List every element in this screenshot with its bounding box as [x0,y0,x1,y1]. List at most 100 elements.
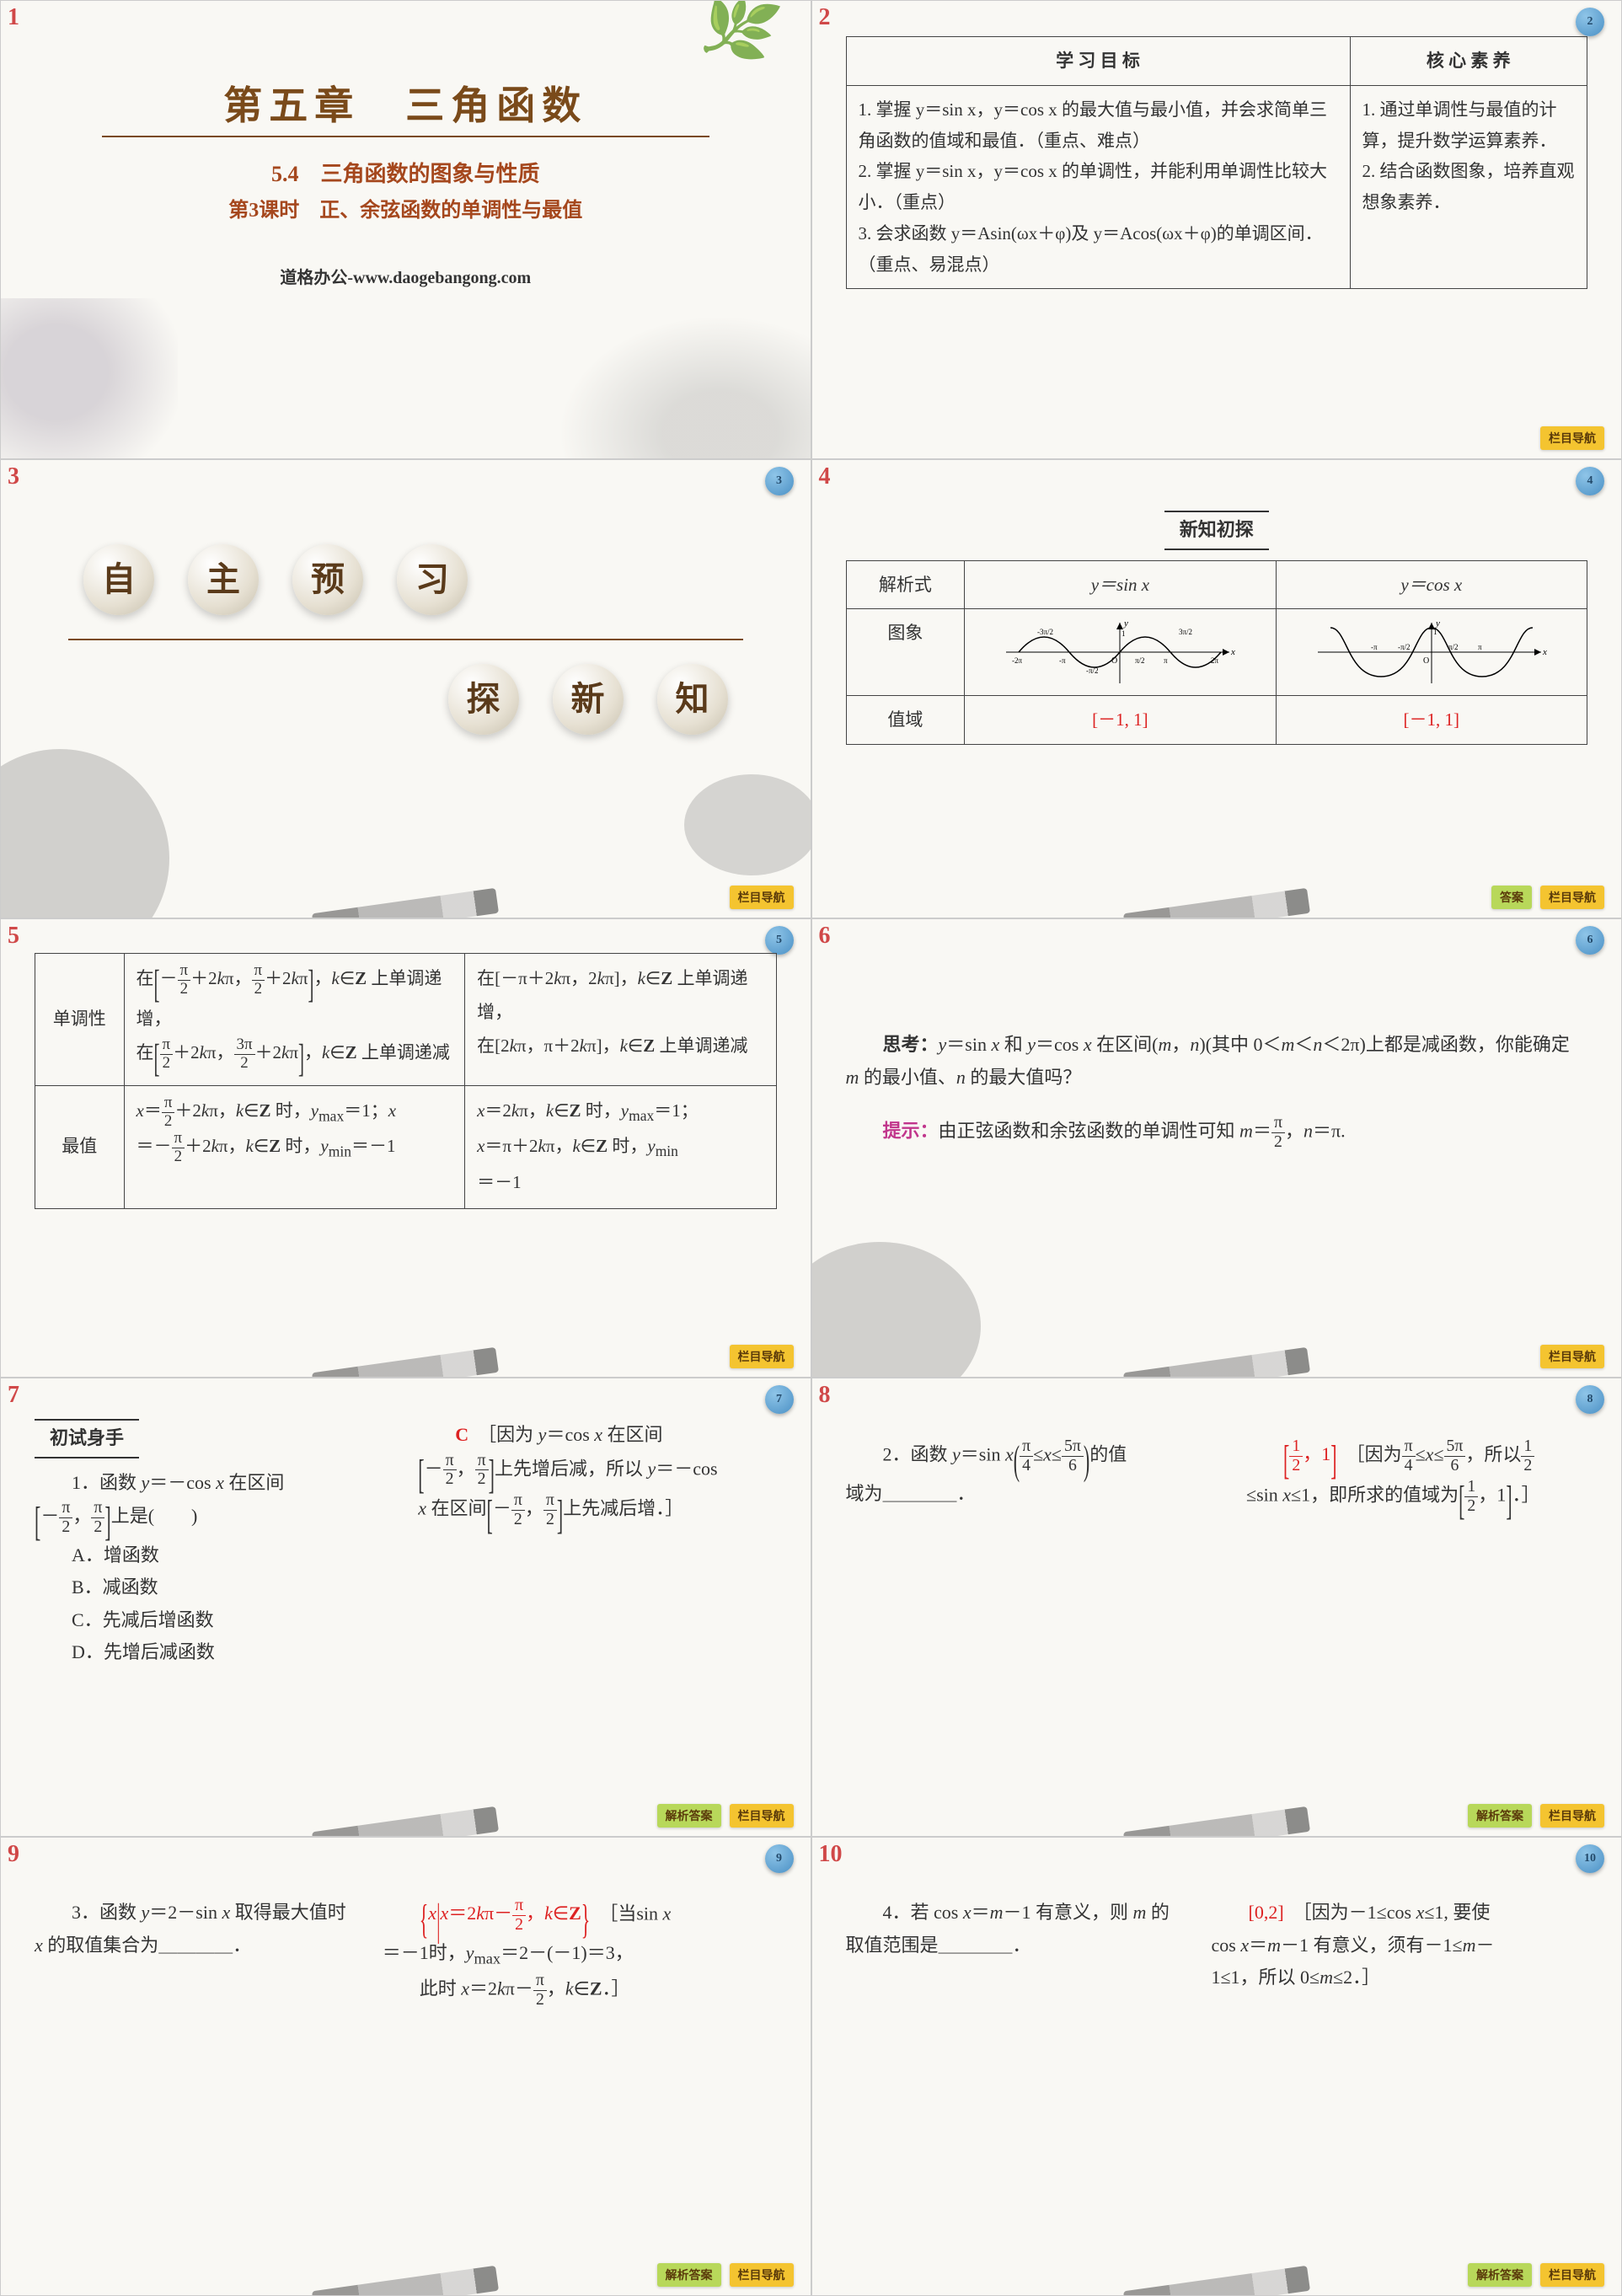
footer-nav-tag[interactable]: 栏目导航 [1540,426,1604,450]
footer-nav-tag[interactable]: 栏目导航 [730,1345,794,1368]
pencil-decoration [1123,1347,1310,1378]
goal-1: 1. 掌握 y＝sin x，y＝cos x 的最大值与最小值，并会求简单三角函数… [859,94,1338,157]
slide-number: 1 [8,4,19,31]
site-credit: 道格办公-www.daogebangong.com [1,264,811,288]
goal-2: 2. 掌握 y＝sin x，y＝cos x 的单调性，并能利用单调性比较大小．（… [859,156,1338,218]
footer-nav-tag[interactable]: 栏目导航 [730,886,794,909]
row-label-mono: 单调性 [35,954,125,1086]
svg-text:y: y [1123,618,1128,629]
slide-1: 1 🌿 第五章 三角函数 5.4 三角函数的图象与性质 第3课时 正、余弦函数的… [0,0,811,459]
slide-2: 2 2 学 习 目 标 核 心 素 养 1. 掌握 y＝sin x，y＝cos … [811,0,1622,459]
svg-text:2π: 2π [1211,656,1219,665]
page-badge: 10 [1576,1844,1604,1873]
pencil-decoration [1123,888,1310,918]
slide-number: 9 [8,1841,19,1868]
slide-4: 4 4 新知初探 解析式 y＝sin x y＝cos x 图象 [811,459,1622,918]
goals-cell: 1. 掌握 y＝sin x，y＝cos x 的最大值与最小值，并会求简单三角函数… [846,85,1350,289]
slide-number: 8 [819,1382,831,1409]
slide-5: 5 5 单调性 在[－π2＋2kπ，π2＋2kπ]，k∈Z 上单调递增， 在[π… [0,918,811,1378]
section-label: 新知初探 [1164,511,1269,550]
footer-analysis-tag[interactable]: 解析答案 [1468,1804,1532,1828]
q2-text: 2．函数 y＝sin x(π4≤x≤5π6)的值 [846,1437,1222,1478]
svg-text:O: O [1111,656,1117,666]
footer-nav-tag[interactable]: 栏目导航 [1540,886,1604,909]
svg-text:-2π: -2π [1012,656,1022,665]
sine-graph: x y O -2π -3π/2 -π -π/2 π/2 π 3π/2 2π 1 [1002,618,1238,687]
question-col: 2．函数 y＝sin x(π4≤x≤5π6)的值 域为＿＿＿＿． [846,1437,1222,1790]
svg-text:-π/2: -π/2 [1086,666,1099,675]
opt-c: C．先减后增函数 [72,1604,393,1637]
svg-text:-π: -π [1059,656,1066,665]
page-badge: 2 [1576,8,1604,36]
char-bubble: 习 [397,544,468,615]
page-badge: 6 [1576,926,1604,955]
cos-mono-cell: 在[－π＋2kπ，2kπ]，k∈Z 上单调递增， 在[2kπ，π＋2kπ]，k∈… [465,954,776,1086]
heading-block: 自 主 预 习 探 新 知 [68,544,743,735]
q1-text: 1．函数 y＝－cos x 在区间 [35,1467,393,1500]
slide-number: 2 [819,4,831,31]
answer-col: C ［因为 y＝cos x 在区间 [－π2，π2]上先增后减，所以 y＝－co… [418,1419,776,1790]
answer-col: [12，1] ［因为π4≤x≤5π6，所以12 ≤sin x≤1，即所求的值域为… [1246,1437,1587,1790]
footer-answer-tag[interactable]: 答案 [1491,886,1532,909]
row-label-range: 值域 [846,696,965,745]
sin-mono-cell: 在[－π2＋2kπ，π2＋2kπ]，k∈Z 上单调递增， 在[π2＋2kπ，3π… [124,954,465,1086]
sin-ext-cell: x＝π2＋2kπ，k∈Z 时，ymax＝1；x ＝－π2＋2kπ，k∈Z 时，y… [124,1085,465,1208]
footer-nav-tag[interactable]: 栏目导航 [1540,1804,1604,1828]
footer: 栏目导航 [1535,426,1604,450]
svg-text:-3π/2: -3π/2 [1037,628,1053,636]
row-label-ext: 最值 [35,1085,125,1208]
pencil-decoration [312,1806,499,1837]
slide-number: 5 [8,923,19,950]
slide-8: 8 8 2．函数 y＝sin x(π4≤x≤5π6)的值 域为＿＿＿＿． [12… [811,1378,1622,1837]
page-badge: 8 [1576,1385,1604,1414]
footer-nav-tag[interactable]: 栏目导航 [1540,1345,1604,1368]
sin-range: [－1, 1] [965,696,1276,745]
slide-number: 7 [8,1382,19,1409]
ink-lotus-decoration [0,298,178,459]
slide-number: 3 [8,463,19,490]
monotone-table: 单调性 在[－π2＋2kπ，π2＋2kπ]，k∈Z 上单调递增， 在[π2＋2k… [35,953,777,1209]
footer-nav-tag[interactable]: 栏目导航 [730,2263,794,2287]
svg-text:-π/2: -π/2 [1398,643,1411,651]
svg-text:π: π [1164,656,1168,665]
slide-number: 6 [819,923,831,950]
q4-text: 4．若 cos x＝m－1 有意义，则 m 的取值范围是＿＿＿＿． [846,1897,1186,1962]
question-col: 初试身手 1．函数 y＝－cos x 在区间 [－π2，π2]上是( ) A．增… [35,1419,393,1790]
section-title: 5.4 三角函数的图象与性质 [1,157,811,188]
hint-paragraph: 提示：由正弦函数和余弦函数的单调性可知 m＝π2，n＝π. [846,1114,1588,1152]
ink-decoration [684,774,811,875]
footer-analysis-tag[interactable]: 解析答案 [657,2263,721,2287]
char-bubble: 预 [292,544,363,615]
row-label-expr: 解析式 [846,560,965,609]
svg-text:π/2: π/2 [1135,656,1145,665]
footer-nav-tag[interactable]: 栏目导航 [1540,2263,1604,2287]
q1-interval: [－π2，π2]上是( ) [35,1499,393,1539]
page-badge: 5 [765,926,794,955]
footer-analysis-tag[interactable]: 解析答案 [657,1804,721,1828]
pencil-decoration [312,1347,499,1378]
col-header-goals: 学 习 目 标 [846,37,1350,86]
footer-nav-tag[interactable]: 栏目导航 [730,1804,794,1828]
properties-table: 解析式 y＝sin x y＝cos x 图象 x y O [846,560,1588,746]
svg-text:π: π [1478,643,1482,651]
goal-3: 3. 会求函数 y＝Asin(ωx＋φ)及 y＝Acos(ωx＋φ)的单调区间．… [859,218,1338,281]
slide-10: 10 10 4．若 cos x＝m－1 有意义，则 m 的取值范围是＿＿＿＿． … [811,1837,1622,2296]
ink-decoration [0,749,169,918]
page-badge: 7 [765,1385,794,1414]
ink-mountain-decoration [558,315,811,459]
opt-a: A．增函数 [72,1539,393,1572]
row-label-graph: 图象 [846,609,965,696]
col-header-core: 核 心 素 养 [1350,37,1587,86]
svg-text:x: x [1542,647,1547,657]
q3-text: 3．函数 y＝2－sin x 取得最大值时 x 的取值集合为＿＿＿＿． [35,1897,357,1962]
char-bubble: 知 [657,664,728,735]
page-badge: 3 [765,467,794,495]
objectives-table: 学 习 目 标 核 心 素 养 1. 掌握 y＝sin x，y＝cos x 的最… [846,36,1588,289]
char-bubble: 自 [83,544,154,615]
pencil-decoration [312,888,499,918]
slide-6: 6 6 思考：y＝sin x 和 y＝cos x 在区间(m，n)(其中 0＜m… [811,918,1622,1378]
chapter-title: 第五章 三角函数 [1,75,811,131]
sin-graph-cell: x y O -2π -3π/2 -π -π/2 π/2 π 3π/2 2π 1 [965,609,1276,696]
footer-analysis-tag[interactable]: 解析答案 [1468,2263,1532,2287]
svg-text:π/2: π/2 [1448,643,1459,651]
